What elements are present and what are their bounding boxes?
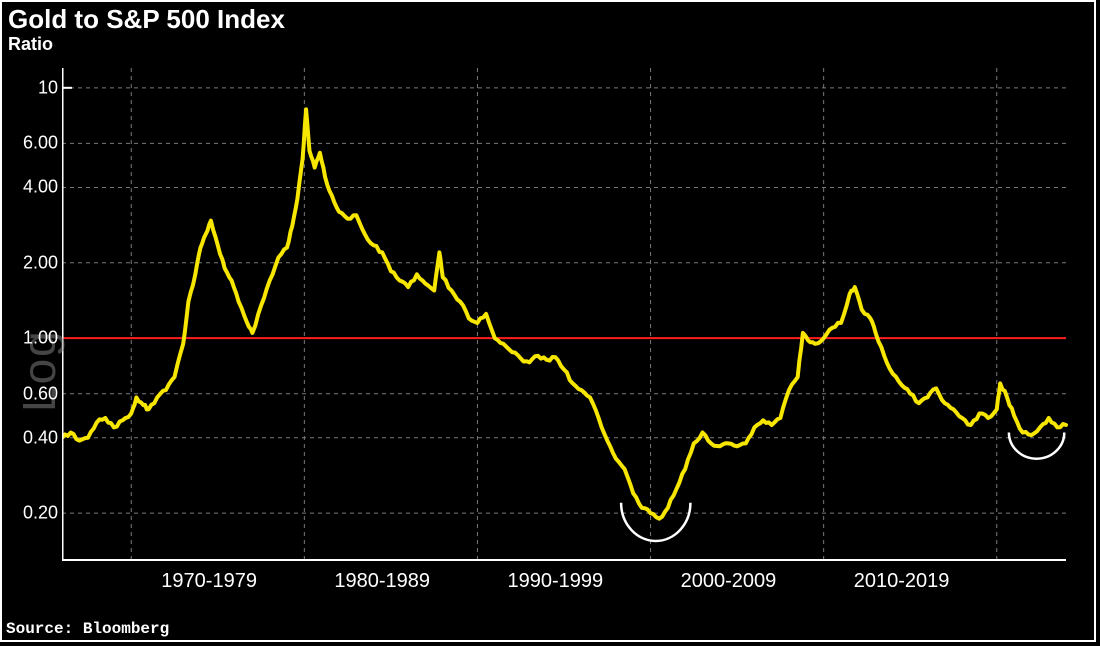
x-tick-label: 2010-2019 bbox=[854, 570, 950, 593]
chart-svg bbox=[62, 64, 1072, 602]
y-tick-label: 2.00 bbox=[6, 252, 58, 273]
chart-subtitle: Ratio bbox=[8, 34, 53, 55]
y-tick-label: 10 bbox=[6, 77, 58, 98]
x-tick-label: 2000-2009 bbox=[681, 570, 777, 593]
chart-frame: Gold to S&P 500 Index Ratio Log Source: … bbox=[0, 0, 1096, 642]
x-tick-label: 1980-1989 bbox=[334, 570, 430, 593]
x-tick-label: 1970-1979 bbox=[161, 570, 257, 593]
y-tick-label: 6.00 bbox=[6, 133, 58, 154]
y-tick-label: 0.20 bbox=[6, 503, 58, 524]
y-tick-label: 0.60 bbox=[6, 383, 58, 404]
x-tick-label: 1990-1999 bbox=[508, 570, 604, 593]
chart-plot-area bbox=[62, 64, 1072, 602]
y-tick-label: 0.40 bbox=[6, 427, 58, 448]
source-label: Source: Bloomberg bbox=[6, 620, 169, 638]
y-tick-label: 4.00 bbox=[6, 177, 58, 198]
chart-title: Gold to S&P 500 Index bbox=[8, 4, 285, 35]
y-tick-label: 1.00 bbox=[6, 328, 58, 349]
